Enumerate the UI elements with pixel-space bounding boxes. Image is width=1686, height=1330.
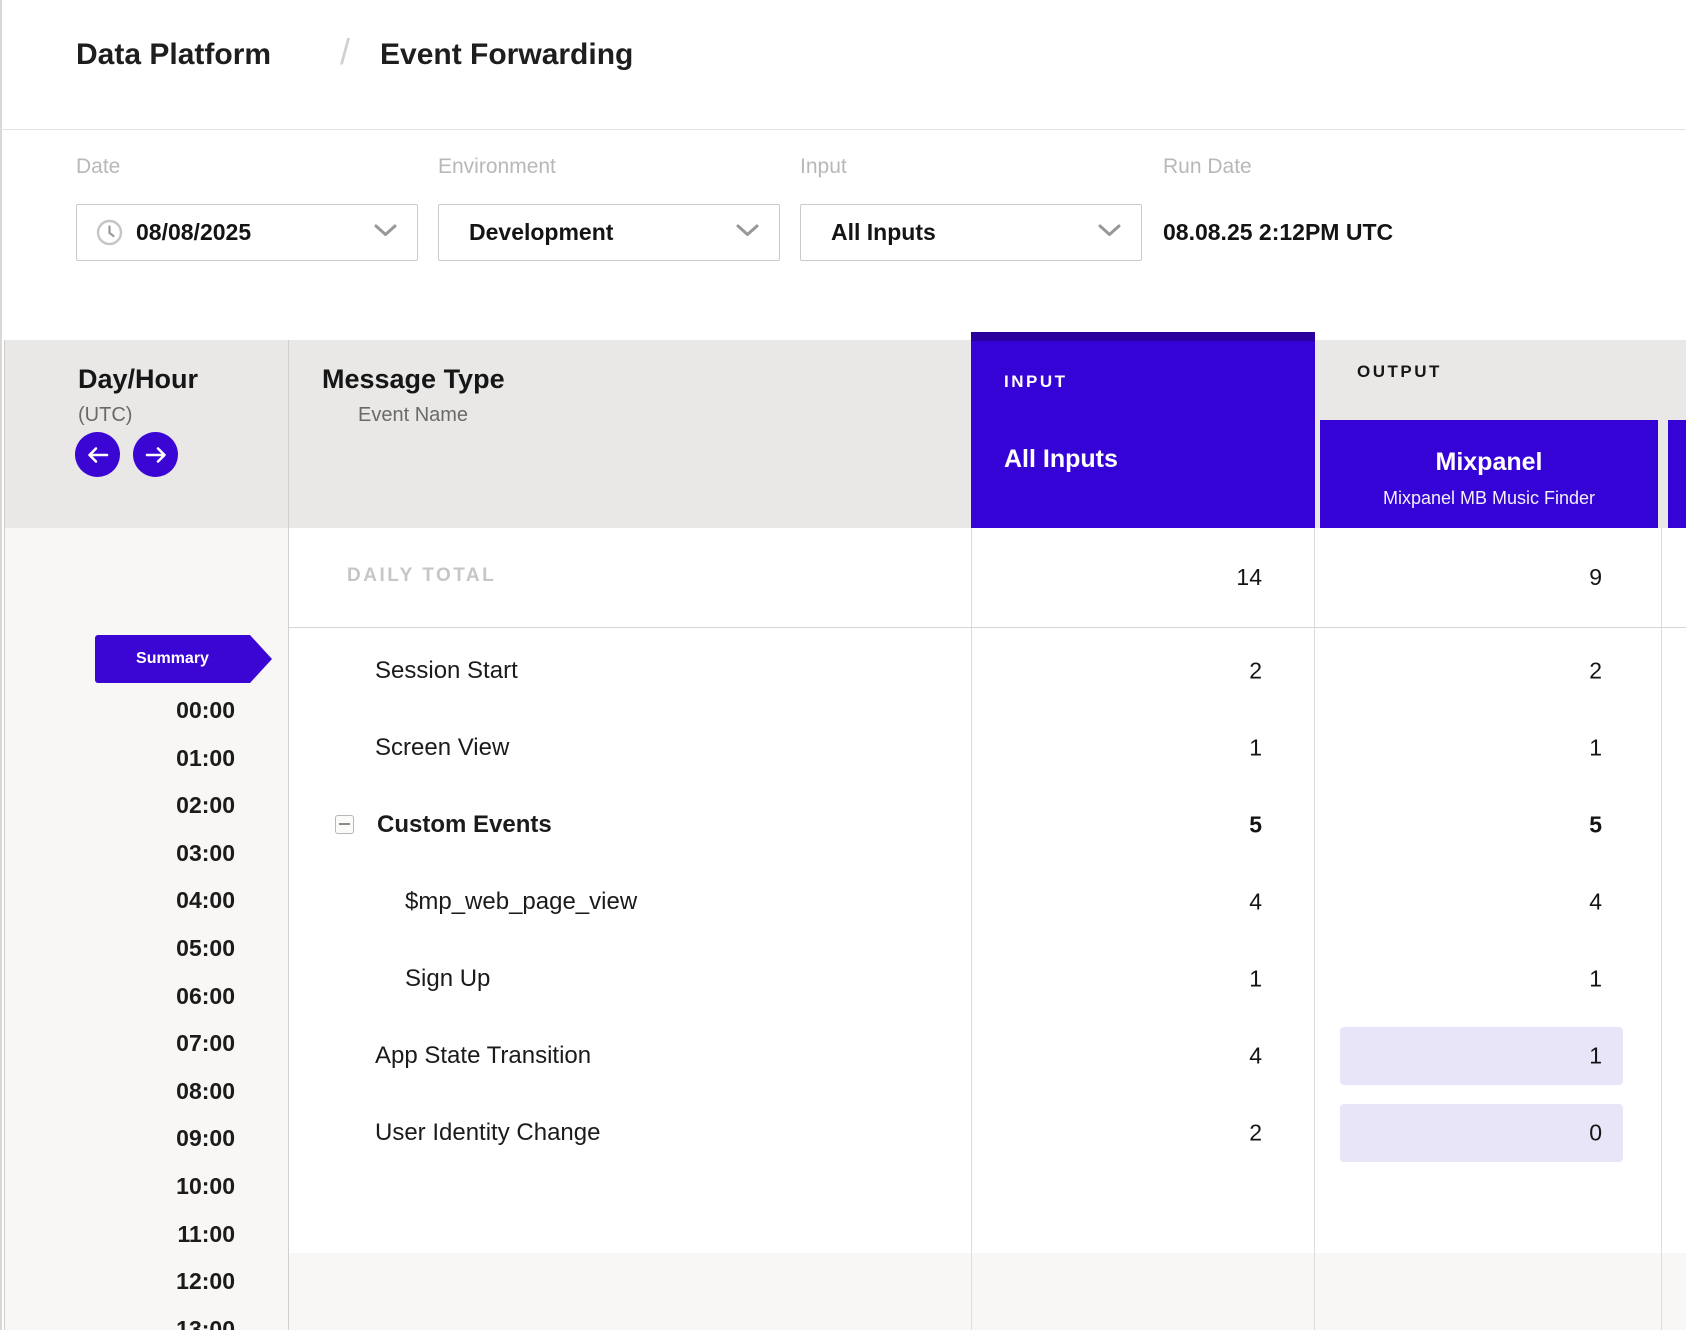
- hour-label-1100[interactable]: 11:00: [0, 1221, 235, 1249]
- output-count: 2: [1589, 657, 1602, 684]
- table-row: Sign Up 1 1: [288, 940, 1686, 1017]
- event-name: Sign Up: [405, 965, 490, 993]
- hour-label-1200[interactable]: 12:00: [0, 1268, 235, 1296]
- environment-dropdown[interactable]: Development: [438, 204, 780, 261]
- hour-label-0900[interactable]: 09:00: [0, 1125, 235, 1153]
- event-name: Screen View: [375, 734, 509, 762]
- chevron-down-icon: [736, 224, 759, 242]
- input-dropdown[interactable]: All Inputs: [800, 204, 1142, 261]
- hour-label-0300[interactable]: 03:00: [0, 840, 235, 868]
- input-count: 4: [1249, 888, 1262, 915]
- table-row: Session Start 2 2: [288, 632, 1686, 709]
- input-group-label: INPUT: [1004, 372, 1068, 392]
- hour-label-1300[interactable]: 13:00: [0, 1316, 235, 1330]
- breadcrumb-separator: /: [340, 31, 350, 73]
- input-count: 1: [1249, 734, 1262, 761]
- hour-label-0200[interactable]: 02:00: [0, 792, 235, 820]
- highlighted-cell: [1340, 1104, 1623, 1162]
- event-name: User Identity Change: [375, 1119, 600, 1147]
- chevron-down-icon: [374, 224, 397, 242]
- highlighted-cell: [1340, 1027, 1623, 1085]
- output-count: 0: [1589, 1119, 1602, 1146]
- table-row: Custom Events 5 5: [288, 786, 1686, 863]
- chevron-down-icon: [1098, 224, 1121, 242]
- header-divider: [0, 129, 1686, 130]
- output-count: 5: [1589, 811, 1602, 838]
- output-column-subtitle: Mixpanel MB Music Finder: [1320, 488, 1658, 509]
- event-name: Custom Events: [377, 811, 552, 839]
- hour-label-0500[interactable]: 05:00: [0, 935, 235, 963]
- daily-total-divider: [288, 627, 1686, 628]
- run-date-value: 08.08.25 2:12PM UTC: [1163, 204, 1393, 261]
- hour-column: 00:00 01:00 02:00 03:00 04:00 05:00 06:00 07:00…: [0, 0, 235, 1330]
- output-group-label: OUTPUT: [1357, 362, 1442, 382]
- next-output-column-partial: [1668, 420, 1686, 528]
- output-count: 4: [1589, 888, 1602, 915]
- input-column-name: All Inputs: [1004, 445, 1118, 474]
- output-count: 1: [1589, 734, 1602, 761]
- table-row: App State Transition 4 1: [288, 1017, 1686, 1094]
- hour-label-0600[interactable]: 06:00: [0, 983, 235, 1011]
- input-count: 4: [1249, 1042, 1262, 1069]
- run-date-label: Run Date: [1163, 155, 1252, 179]
- output-column-name: Mixpanel: [1320, 448, 1658, 477]
- event-name: $mp_web_page_view: [405, 888, 637, 916]
- input-count: 1: [1249, 965, 1262, 992]
- input-filter-label: Input: [800, 155, 847, 179]
- input-count: 5: [1249, 811, 1262, 838]
- hour-label-1000[interactable]: 10:00: [0, 1173, 235, 1201]
- table-row: $mp_web_page_view 4 4: [288, 863, 1686, 940]
- table-row: Screen View 1 1: [288, 709, 1686, 786]
- daily-total-input-value: 14: [1236, 564, 1262, 591]
- environment-filter-label: Environment: [438, 155, 556, 179]
- output-count: 1: [1589, 1042, 1602, 1069]
- input-column-selected-strip: [971, 332, 1315, 341]
- daily-total-output-value: 9: [1589, 564, 1602, 591]
- input-count: 2: [1249, 657, 1262, 684]
- table-footer-background: [288, 1253, 1686, 1330]
- daily-total-label: DAILY TOTAL: [347, 565, 496, 587]
- input-count: 2: [1249, 1119, 1262, 1146]
- hour-label-0800[interactable]: 08:00: [0, 1078, 235, 1106]
- hour-label-0000[interactable]: 00:00: [0, 697, 235, 725]
- page-title: Event Forwarding: [380, 38, 633, 72]
- event-name: App State Transition: [375, 1042, 591, 1070]
- hour-label-0700[interactable]: 07:00: [0, 1030, 235, 1058]
- output-count: 1: [1589, 965, 1602, 992]
- event-name: Session Start: [375, 657, 518, 685]
- output-column-header[interactable]: Mixpanel Mixpanel MB Music Finder: [1320, 420, 1658, 528]
- input-dropdown-value: All Inputs: [831, 219, 936, 246]
- event-forwarding-page: Data Platform / Event Forwarding Date En…: [0, 0, 1686, 1330]
- hour-label-0400[interactable]: 04:00: [0, 887, 235, 915]
- message-type-column-title: Message Type: [322, 364, 505, 395]
- input-column-header[interactable]: INPUT All Inputs: [971, 332, 1315, 528]
- collapse-icon[interactable]: [335, 815, 354, 834]
- environment-dropdown-value: Development: [469, 219, 613, 246]
- hour-label-0100[interactable]: 01:00: [0, 745, 235, 773]
- message-type-column-subtitle: Event Name: [358, 404, 468, 427]
- summary-tab-arrow: [250, 635, 272, 683]
- table-row: User Identity Change 2 0: [288, 1094, 1686, 1171]
